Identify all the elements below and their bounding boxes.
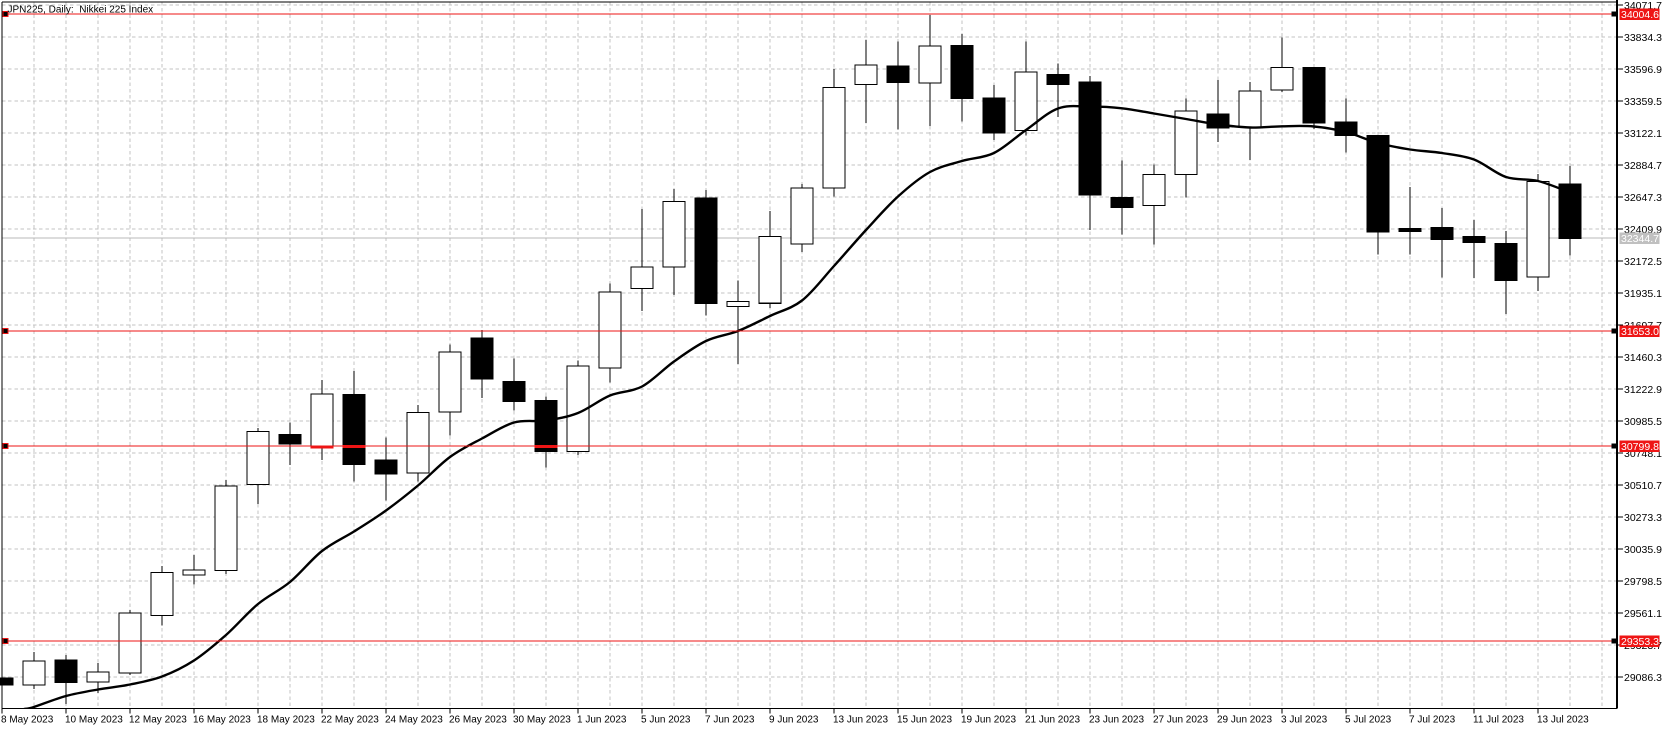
svg-text:13 Jun 2023: 13 Jun 2023 (833, 715, 888, 726)
svg-text:7 Jun 2023: 7 Jun 2023 (705, 715, 755, 726)
svg-text:1 Jun 2023: 1 Jun 2023 (577, 715, 627, 726)
svg-text:5 Jun 2023: 5 Jun 2023 (641, 715, 691, 726)
svg-text:13 Jul 2023: 13 Jul 2023 (1537, 715, 1589, 726)
svg-text:33834.3: 33834.3 (1624, 32, 1662, 44)
svg-text:21 Jun 2023: 21 Jun 2023 (1025, 715, 1080, 726)
svg-text:33359.5: 33359.5 (1624, 96, 1662, 108)
svg-text:18 May 2023: 18 May 2023 (257, 715, 315, 726)
svg-text:31653.0: 31653.0 (1621, 326, 1659, 338)
svg-text:29798.5: 29798.5 (1624, 576, 1662, 588)
svg-text:8 May 2023: 8 May 2023 (1, 715, 54, 726)
svg-text:JPN225, Daily: Nikkei 225 Ind: JPN225, Daily: Nikkei 225 Index (8, 5, 154, 16)
svg-text:33122.1: 33122.1 (1624, 128, 1662, 140)
svg-text:3 Jul 2023: 3 Jul 2023 (1281, 715, 1328, 726)
svg-text:30035.9: 30035.9 (1624, 544, 1662, 556)
svg-text:10 May 2023: 10 May 2023 (65, 715, 123, 726)
svg-text:16 May 2023: 16 May 2023 (193, 715, 251, 726)
svg-text:31935.1: 31935.1 (1624, 288, 1662, 300)
svg-text:5 Jul 2023: 5 Jul 2023 (1345, 715, 1392, 726)
svg-text:29561.1: 29561.1 (1624, 608, 1662, 620)
svg-text:30799.8: 30799.8 (1621, 441, 1659, 453)
svg-text:30510.7: 30510.7 (1624, 480, 1662, 492)
svg-text:12 May 2023: 12 May 2023 (129, 715, 187, 726)
svg-text:32344.7: 32344.7 (1621, 233, 1659, 245)
svg-text:9 Jun 2023: 9 Jun 2023 (769, 715, 819, 726)
svg-text:29086.3: 29086.3 (1624, 672, 1662, 684)
svg-text:34004.6: 34004.6 (1621, 9, 1659, 21)
svg-text:29353.3: 29353.3 (1621, 636, 1659, 648)
svg-text:32884.7: 32884.7 (1624, 160, 1662, 172)
svg-text:19 Jun 2023: 19 Jun 2023 (961, 715, 1016, 726)
svg-text:31460.3: 31460.3 (1624, 352, 1662, 364)
svg-text:11 Jul 2023: 11 Jul 2023 (1473, 715, 1524, 726)
svg-text:32172.5: 32172.5 (1624, 256, 1662, 268)
svg-text:27 Jun 2023: 27 Jun 2023 (1153, 715, 1208, 726)
svg-text:26 May 2023: 26 May 2023 (449, 715, 507, 726)
svg-text:15 Jun 2023: 15 Jun 2023 (897, 715, 952, 726)
svg-text:32647.3: 32647.3 (1624, 192, 1662, 204)
svg-text:22 May 2023: 22 May 2023 (321, 715, 379, 726)
svg-text:7 Jul 2023: 7 Jul 2023 (1409, 715, 1456, 726)
svg-text:29 Jun 2023: 29 Jun 2023 (1217, 715, 1272, 726)
svg-text:23 Jun 2023: 23 Jun 2023 (1089, 715, 1144, 726)
svg-text:31222.9: 31222.9 (1624, 384, 1662, 396)
svg-text:30 May 2023: 30 May 2023 (513, 715, 571, 726)
svg-text:33596.9: 33596.9 (1624, 64, 1662, 76)
svg-text:24 May 2023: 24 May 2023 (385, 715, 443, 726)
svg-text:30273.3: 30273.3 (1624, 512, 1662, 524)
svg-text:30985.5: 30985.5 (1624, 416, 1662, 428)
